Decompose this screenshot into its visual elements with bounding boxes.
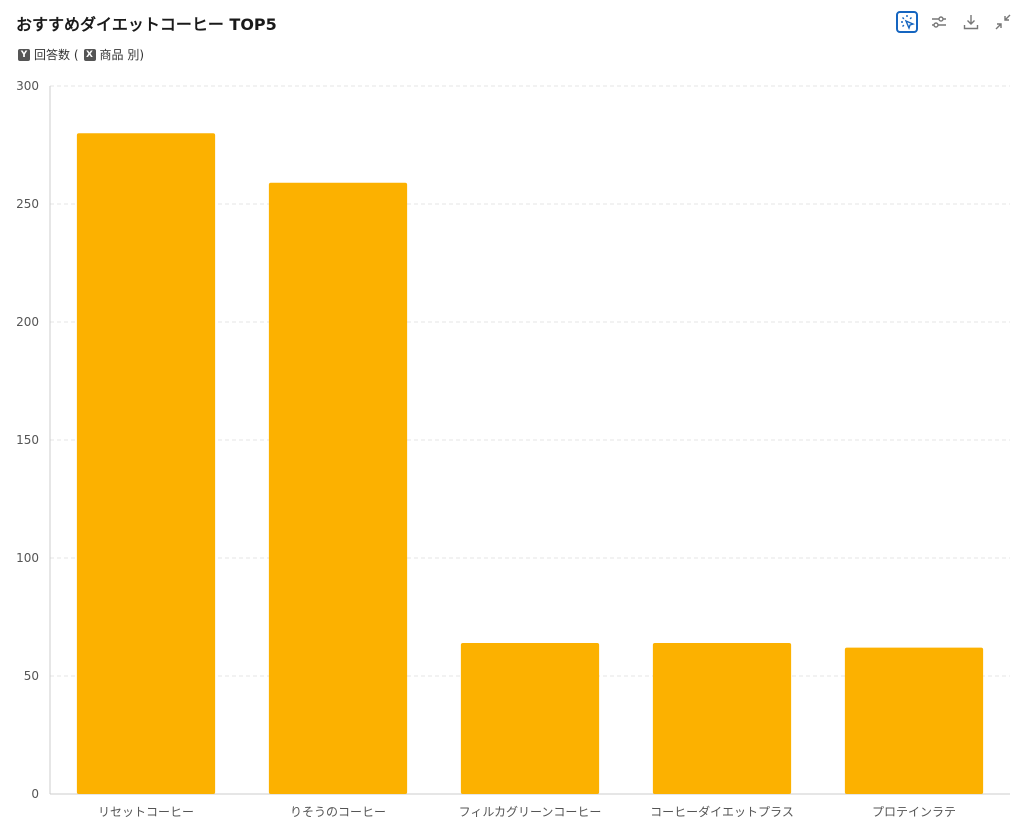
y-tick-label: 150 bbox=[16, 433, 39, 447]
y-tick-label: 50 bbox=[24, 669, 39, 683]
sliders-icon bbox=[932, 16, 946, 28]
x-axis-label: 商品 別) bbox=[99, 48, 145, 62]
y-axis-chip: Y bbox=[18, 48, 30, 61]
download-button[interactable] bbox=[960, 11, 982, 33]
y-axis-label: 回答数 ( bbox=[34, 48, 79, 62]
bar bbox=[460, 642, 600, 794]
settings-button[interactable] bbox=[928, 11, 950, 33]
chart-title: おすすめダイエットコーヒー TOP5 bbox=[16, 15, 277, 34]
y-tick-label: 0 bbox=[31, 787, 39, 801]
bar bbox=[76, 133, 216, 794]
y-tick-label: 250 bbox=[16, 197, 39, 211]
y-tick-label: 300 bbox=[16, 79, 39, 93]
download-icon bbox=[963, 15, 979, 30]
x-tick-label: りそうのコーヒー bbox=[290, 805, 386, 819]
cursor-select-icon bbox=[901, 15, 915, 30]
y-tick-label: 200 bbox=[16, 315, 39, 329]
collapse-icon bbox=[995, 14, 1011, 30]
collapse-button[interactable] bbox=[992, 11, 1014, 33]
x-axis-chip: X bbox=[83, 48, 96, 61]
bar bbox=[844, 647, 984, 794]
cursor-select-button[interactable] bbox=[896, 11, 918, 33]
bar bbox=[652, 642, 792, 794]
x-tick-label: リセットコーヒー bbox=[98, 805, 194, 819]
axis-description: Y 回答数 ( X 商品 別) bbox=[18, 46, 144, 63]
y-tick-label: 100 bbox=[16, 551, 39, 565]
chart-toolbar bbox=[896, 11, 1014, 33]
x-tick-label: プロテインラテ bbox=[872, 805, 956, 819]
x-tick-label: フィルカグリーンコーヒー bbox=[459, 805, 602, 819]
x-tick-label: コーヒーダイエットプラス bbox=[650, 804, 794, 819]
bar bbox=[268, 182, 408, 794]
